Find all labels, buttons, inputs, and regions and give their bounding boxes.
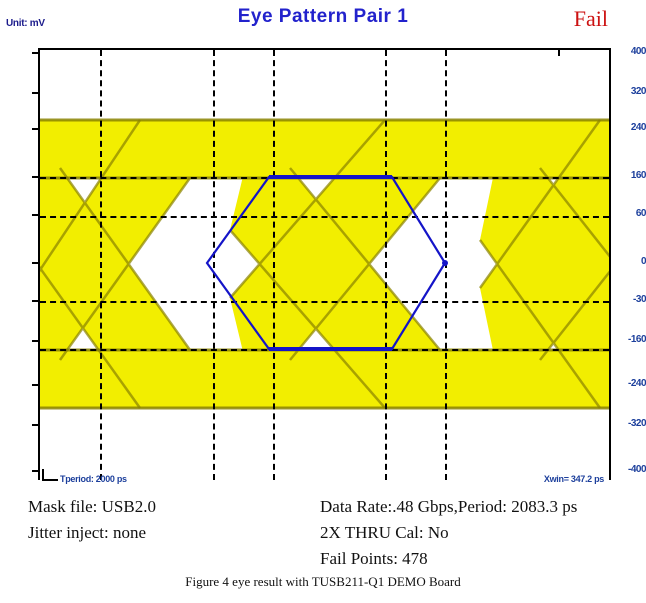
gridline-vertical	[273, 50, 275, 480]
thru-cal-text: 2X THRU Cal: No	[320, 523, 449, 542]
axis-tick	[558, 50, 560, 56]
gridline-vertical	[213, 50, 215, 480]
y-axis-tick-label: 240	[630, 122, 646, 133]
figure-caption: Figure 4 eye result with TUSB211-Q1 DEMO…	[185, 574, 461, 589]
y-axis-tick-label: 320	[630, 86, 646, 97]
gridline-vertical	[100, 50, 102, 480]
axis-tick	[445, 50, 447, 56]
data-rate-text: Data Rate:.48 Gbps,Period: 2083.3 ps	[320, 497, 578, 516]
y-axis-tick-mark	[32, 214, 38, 216]
y-axis-tick-label: 60	[635, 208, 646, 219]
y-axis-tick-mark	[32, 424, 38, 426]
y-axis-tick-mark	[32, 470, 38, 472]
axis-origin-marker	[42, 469, 58, 481]
tperiod-annotation: Tperiod: 2000 ps	[60, 474, 127, 484]
y-axis-tick-label: 0	[640, 256, 646, 267]
y-axis-tick-mark	[32, 128, 38, 130]
y-axis-tick-mark	[32, 52, 38, 54]
y-axis-tick-mark	[32, 262, 38, 264]
unit-label: Unit: mV	[6, 18, 45, 29]
axis-tick	[213, 50, 215, 56]
gridline-horizontal	[40, 301, 609, 303]
xwin-annotation: Xwin= 347.2 ps	[543, 474, 604, 484]
fail-points-text: Fail Points: 478	[320, 549, 428, 568]
y-axis-tick-label: -400	[627, 464, 646, 475]
jitter-inject-text: Jitter inject: none	[28, 523, 147, 542]
y-axis-tick-mark	[32, 176, 38, 178]
axis-tick	[385, 50, 387, 56]
axis-tick	[273, 50, 275, 56]
y-axis-tick-mark	[32, 340, 38, 342]
y-axis-tick-label: -320	[627, 418, 646, 429]
y-axis-tick-mark	[32, 92, 38, 94]
gridline-horizontal	[40, 216, 609, 218]
plot-canvas	[40, 50, 609, 480]
y-axis-tick-mark	[32, 300, 38, 302]
status-badge: Fail	[573, 6, 608, 31]
gridline-vertical	[385, 50, 387, 480]
y-axis-tick-label: 400	[630, 46, 646, 57]
y-axis-tick-label: -30	[633, 294, 646, 305]
mask-polygon	[205, 175, 448, 351]
y-axis-tick-label: 160	[630, 170, 646, 181]
axis-tick	[100, 50, 102, 56]
plot-area	[38, 48, 611, 480]
y-axis-tick-label: -240	[627, 378, 646, 389]
page-title: Eye Pattern Pair 1	[237, 6, 409, 27]
y-axis-tick-mark	[32, 384, 38, 386]
mask-file-text: Mask file: USB2.0	[28, 497, 156, 516]
y-axis-tick-label: -160	[627, 334, 646, 345]
